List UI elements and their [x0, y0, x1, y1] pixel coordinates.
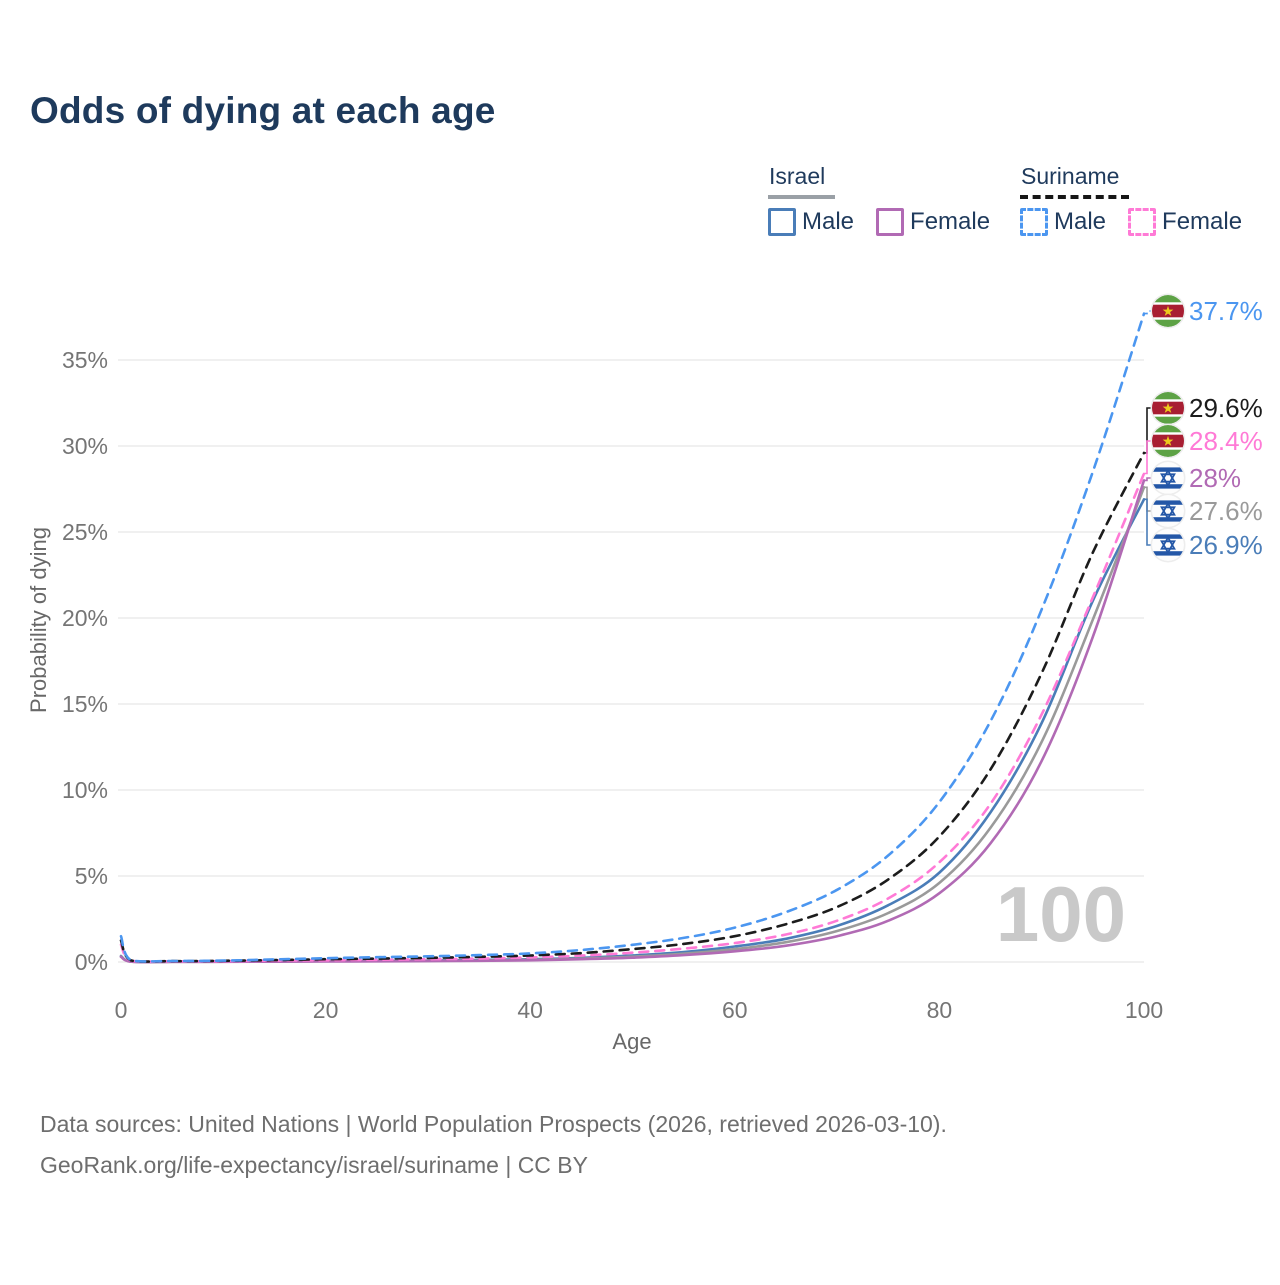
x-tick-60: 60: [722, 997, 748, 1023]
line-israel-male: [119, 498, 1146, 964]
suriname-flag-icon: [1152, 425, 1184, 457]
age-watermark: 100: [996, 870, 1126, 958]
israel-female-swatch-icon: [876, 208, 905, 236]
page-title: Odds of dying at each age: [30, 90, 496, 131]
y-tick-20%: 20%: [62, 605, 108, 631]
x-tick-100: 100: [1125, 997, 1163, 1023]
end-label-israel-both-sexes: 27.6%: [1189, 496, 1263, 526]
legend-suriname-male[interactable]: Male: [1020, 208, 1106, 236]
source-line-1: Data sources: United Nations | World Pop…: [40, 1111, 947, 1137]
leader-suriname-male: [1143, 310, 1151, 315]
age-watermark-text: 100: [996, 870, 1126, 958]
source-line-2: GeoRank.org/life-expectancy/israel/surin…: [40, 1152, 588, 1178]
gridlines: [118, 359, 1144, 963]
legend-group-israel: Israel Male Female: [768, 163, 1012, 236]
line-israel-both-sexes: [119, 486, 1146, 964]
x-tick-80: 80: [927, 997, 953, 1023]
legend-israel-male-label: Male: [802, 208, 855, 235]
israel-flag-icon: [1152, 462, 1184, 494]
legend-suriname-female-label: Female: [1162, 208, 1243, 235]
suriname-female-swatch-icon: [1128, 208, 1157, 236]
leader-suriname-female: [1143, 440, 1151, 475]
y-tick-15%: 15%: [62, 691, 108, 717]
x-tick-20: 20: [313, 997, 339, 1023]
line-suriname-male: [119, 312, 1146, 963]
x-tick-0: 0: [115, 997, 128, 1023]
line-suriname-both-sexes: [119, 451, 1146, 963]
y-tick-0%: 0%: [75, 949, 108, 975]
line-suriname-female: [119, 472, 1146, 963]
suriname-flag-icon: [1152, 295, 1184, 327]
leader-israel-male: [1143, 498, 1151, 546]
end-label-suriname-male: 37.7%: [1189, 296, 1263, 326]
suriname-male-swatch-icon: [1020, 208, 1048, 236]
legend-israel-female[interactable]: Female: [876, 208, 990, 236]
x-axis-title: Age: [612, 1029, 651, 1054]
y-axis-title: Probability of dying: [26, 527, 51, 713]
y-tick-10%: 10%: [62, 777, 108, 803]
legend-israel-female-label: Female: [910, 208, 991, 235]
y-tick-30%: 30%: [62, 433, 108, 459]
leader-suriname-both-sexes: [1143, 407, 1151, 454]
end-label-suriname-both-sexes: 29.6%: [1189, 393, 1263, 423]
y-tick-25%: 25%: [62, 519, 108, 545]
data-source-note: Data sources: United Nations | World Pop…: [40, 1104, 947, 1186]
end-label-israel-female: 28%: [1189, 463, 1241, 493]
end-label-suriname-female: 28.4%: [1189, 426, 1263, 456]
suriname-flag-icon: [1152, 392, 1184, 424]
legend-suriname-female[interactable]: Female: [1128, 208, 1242, 236]
line-israel-female: [119, 479, 1146, 964]
legend-israel-header: Israel: [768, 163, 836, 199]
legend-suriname-male-label: Male: [1054, 208, 1107, 235]
israel-flag-icon: [1152, 495, 1184, 527]
legend-israel-male[interactable]: Male: [768, 208, 854, 236]
end-labels: 37.7% 29.6%28.4% 28%27.6% 26.9%: [1143, 293, 1263, 563]
legend-group-suriname: Suriname Male Female: [1020, 163, 1264, 236]
leader-israel-female: [1143, 477, 1151, 482]
y-tick-5%: 5%: [75, 863, 108, 889]
end-label-israel-male: 26.9%: [1189, 530, 1263, 560]
legend-suriname-header: Suriname: [1020, 163, 1130, 199]
israel-flag-icon: [1152, 529, 1184, 561]
israel-male-swatch-icon: [768, 208, 796, 236]
series-lines: [119, 312, 1146, 964]
x-tick-40: 40: [517, 997, 543, 1023]
axis-labels: 0% 5% 10% 15% 20% 25% 30% 35% 0 20 40 60 80 100 Age Pro…: [26, 347, 1163, 1054]
y-tick-35%: 35%: [62, 347, 108, 373]
